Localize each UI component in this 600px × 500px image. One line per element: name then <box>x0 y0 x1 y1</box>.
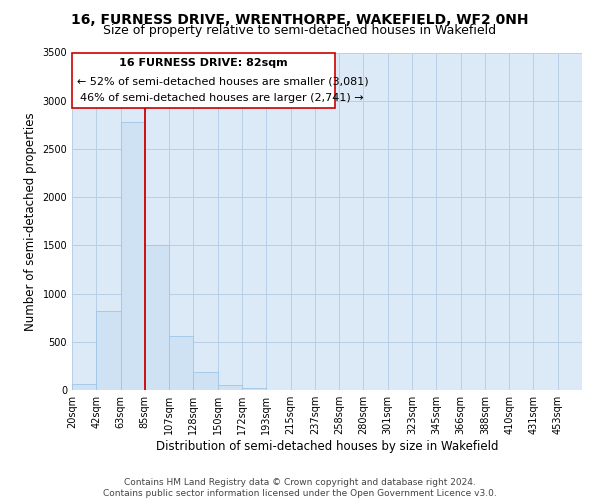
Text: 46% of semi-detached houses are larger (2,741) →: 46% of semi-detached houses are larger (… <box>80 93 363 103</box>
Text: Size of property relative to semi-detached houses in Wakefield: Size of property relative to semi-detach… <box>103 24 497 37</box>
Bar <box>72 384 96 390</box>
Text: 16, FURNESS DRIVE, WRENTHORPE, WAKEFIELD, WF2 0NH: 16, FURNESS DRIVE, WRENTHORPE, WAKEFIELD… <box>71 12 529 26</box>
Bar <box>193 372 218 390</box>
Text: Contains HM Land Registry data © Crown copyright and database right 2024.
Contai: Contains HM Land Registry data © Crown c… <box>103 478 497 498</box>
Bar <box>169 336 193 390</box>
Y-axis label: Number of semi-detached properties: Number of semi-detached properties <box>24 112 37 330</box>
Bar <box>121 122 145 390</box>
Bar <box>96 311 121 390</box>
FancyBboxPatch shape <box>72 52 335 108</box>
Bar <box>145 246 169 390</box>
Bar <box>242 388 266 390</box>
Bar <box>218 384 242 390</box>
Text: ← 52% of semi-detached houses are smaller (3,081): ← 52% of semi-detached houses are smalle… <box>77 76 369 86</box>
X-axis label: Distribution of semi-detached houses by size in Wakefield: Distribution of semi-detached houses by … <box>156 440 498 453</box>
Text: 16 FURNESS DRIVE: 82sqm: 16 FURNESS DRIVE: 82sqm <box>119 58 287 68</box>
